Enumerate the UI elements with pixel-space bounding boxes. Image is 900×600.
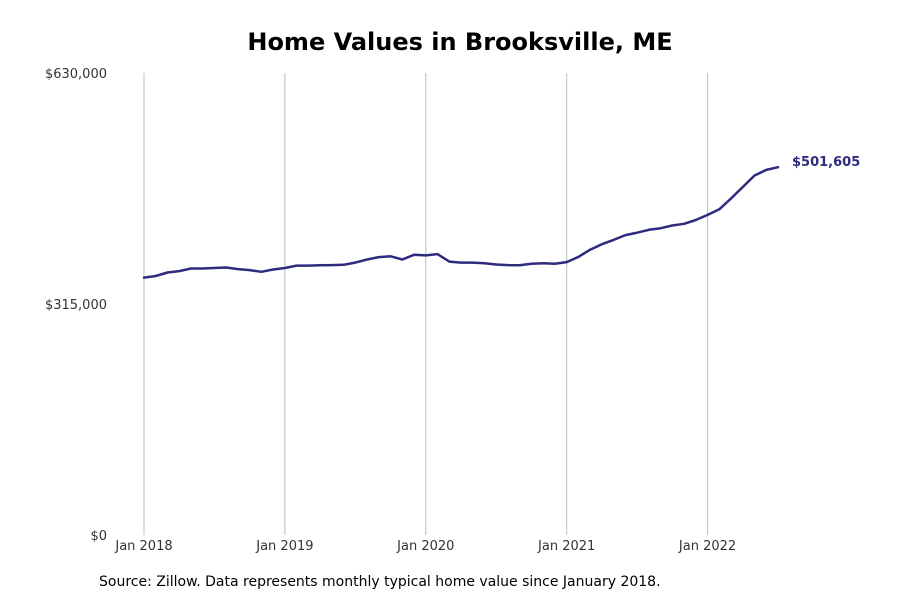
- x-tick-label: Jan 2021: [537, 539, 595, 554]
- source-note: Source: Zillow. Data represents monthly …: [99, 574, 661, 590]
- y-tick-label: $315,000: [45, 298, 107, 313]
- y-tick-label: $630,000: [45, 67, 107, 82]
- x-tick-label: Jan 2019: [255, 539, 313, 554]
- series-line-0: [142, 165, 780, 279]
- x-tick-label: Jan 2022: [678, 539, 736, 554]
- x-tick-label: Jan 2020: [396, 539, 454, 554]
- chart-title: Home Values in Brooksville, ME: [247, 28, 673, 56]
- y-tick-label: $0: [90, 529, 107, 544]
- end-value-label: $501,605: [792, 155, 860, 170]
- x-tick-label: Jan 2018: [114, 539, 172, 554]
